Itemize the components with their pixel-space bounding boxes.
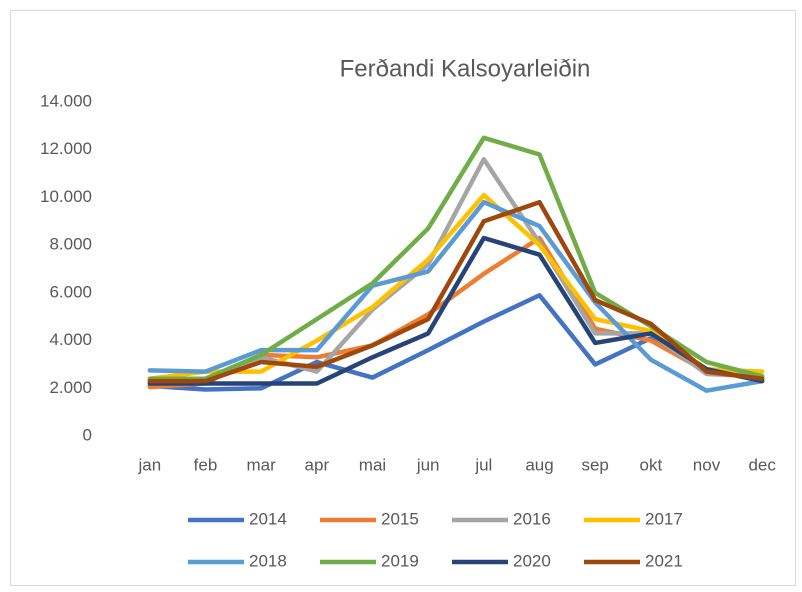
series-line xyxy=(147,235,765,386)
x-tick-label: mar xyxy=(247,455,277,474)
x-tick-label: feb xyxy=(194,455,218,474)
chart-frame xyxy=(10,10,796,586)
y-tick-label: 12.000 xyxy=(40,139,92,158)
legend-label: 2018 xyxy=(249,551,287,570)
x-tick-label: apr xyxy=(305,455,330,474)
y-tick-label: 10.000 xyxy=(40,187,92,206)
series-line xyxy=(147,199,765,393)
x-tick-label: jan xyxy=(137,455,161,474)
legend-label: 2021 xyxy=(645,551,683,570)
legend-label: 2015 xyxy=(381,509,419,528)
x-tick-label: okt xyxy=(639,455,662,474)
x-tick-label: aug xyxy=(525,455,553,474)
x-tick-label: dec xyxy=(748,455,776,474)
chart-title: Ferðandi Kalsoyarleiðin xyxy=(340,55,591,82)
x-tick-label: jul xyxy=(474,455,492,474)
legend-label: 2017 xyxy=(645,509,683,528)
legend-label: 2020 xyxy=(513,551,551,570)
y-tick-label: 0 xyxy=(83,425,92,444)
x-tick-label: mai xyxy=(359,455,386,474)
legend-label: 2014 xyxy=(249,509,287,528)
y-tick-label: 4.000 xyxy=(49,330,92,349)
x-tick-label: nov xyxy=(693,455,721,474)
y-tick-label: 2.000 xyxy=(49,378,92,397)
y-tick-label: 6.000 xyxy=(49,282,92,301)
series-line xyxy=(147,199,765,384)
y-tick-label: 14.000 xyxy=(40,91,92,110)
legend-label: 2016 xyxy=(513,509,551,528)
y-tick-label: 8.000 xyxy=(49,235,92,254)
x-tick-label: jun xyxy=(416,455,440,474)
legend-label: 2019 xyxy=(381,551,419,570)
x-tick-label: sep xyxy=(581,455,608,474)
